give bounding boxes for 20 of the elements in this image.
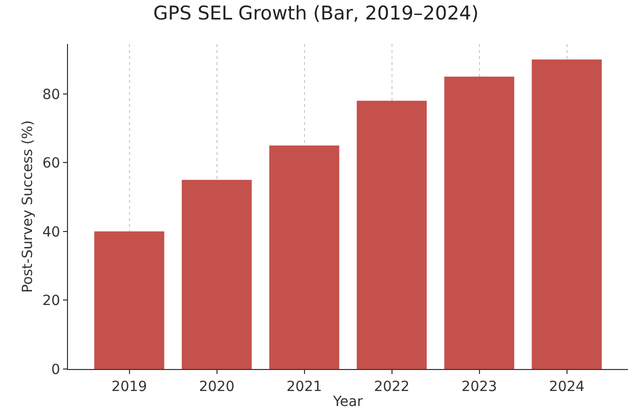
y-axis-title: Post-Survey Success (%) [20,120,36,293]
x-tick-label: 2022 [374,378,410,395]
bar [94,231,164,369]
x-tick-label: 2024 [548,378,585,395]
bar [182,180,252,369]
y-tick-label: 80 [42,86,60,103]
x-tick-label: 2019 [111,378,148,395]
x-tick-label: 2020 [198,378,235,395]
x-tick-label: 2021 [286,378,322,395]
bar [444,76,514,369]
y-tick-label: 40 [42,224,60,240]
y-tick-label: 0 [51,362,60,378]
bar [356,100,427,369]
y-tick-label: 60 [42,156,60,172]
x-tick-label: 2023 [461,378,498,395]
x-axis-title: Year [332,394,364,410]
bar [269,145,340,369]
chart-title: GPS SEL Growth (Bar, 2019–2024) [153,2,479,25]
y-tick-label: 20 [42,293,60,310]
bar [532,59,602,369]
